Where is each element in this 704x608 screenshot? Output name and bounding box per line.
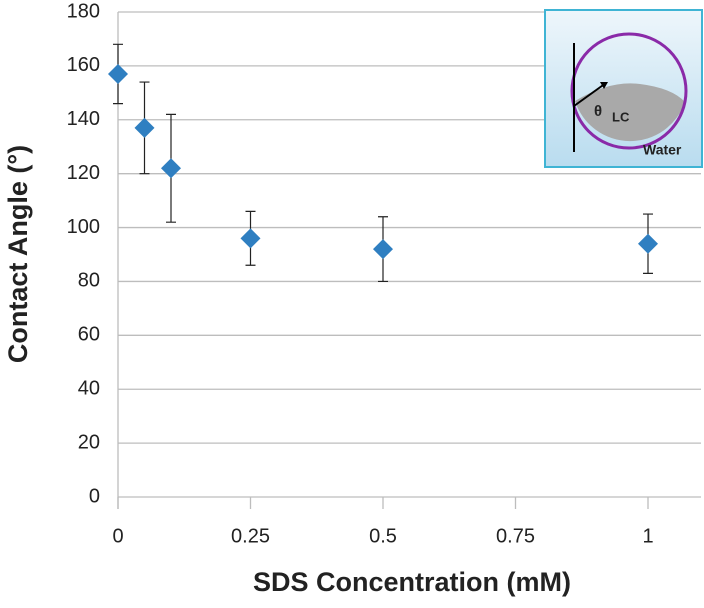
x-tick-label: 0.5 <box>369 525 397 547</box>
y-tick-label: 160 <box>67 54 100 76</box>
data-point <box>373 239 393 260</box>
data-point <box>638 233 658 254</box>
y-tick-label: 180 <box>67 0 100 22</box>
y-tick-label: 20 <box>78 431 100 453</box>
plot-area: 0 20 40 60 80 100 120 140 160 180 0 0.25 0.5 0.75 1 <box>67 0 701 547</box>
data-point <box>161 158 181 179</box>
circle <box>570 32 688 150</box>
y-tick-label: 80 <box>78 270 100 292</box>
y-tick-label: 120 <box>67 162 100 184</box>
y-tick-label: 140 <box>67 108 100 130</box>
x-tick-label: 0.25 <box>231 525 270 547</box>
inset-diagram: θ LC Water <box>544 9 703 168</box>
x-tick-label: 0 <box>112 525 123 547</box>
data-point <box>134 117 155 138</box>
angle-arrow <box>573 82 607 107</box>
y-tick-label: 60 <box>78 324 100 346</box>
lc-label: LC <box>612 109 630 124</box>
data-point <box>240 228 261 249</box>
x-axis-title: SDS Concentration (mM) <box>253 567 571 597</box>
y-tick-label: 0 <box>89 485 100 507</box>
water-label: Water <box>643 142 682 158</box>
x-tick-label: 1 <box>642 525 653 547</box>
lc-droplet <box>575 83 685 142</box>
theta-label: θ <box>594 103 602 120</box>
y-axis-title: Contact Angle (°) <box>3 145 33 363</box>
y-tick-label: 100 <box>67 216 100 238</box>
y-tick-label: 40 <box>78 378 100 400</box>
x-tick-label: 0.75 <box>496 525 535 547</box>
arrow-head <box>600 82 608 89</box>
data-point <box>108 63 128 84</box>
